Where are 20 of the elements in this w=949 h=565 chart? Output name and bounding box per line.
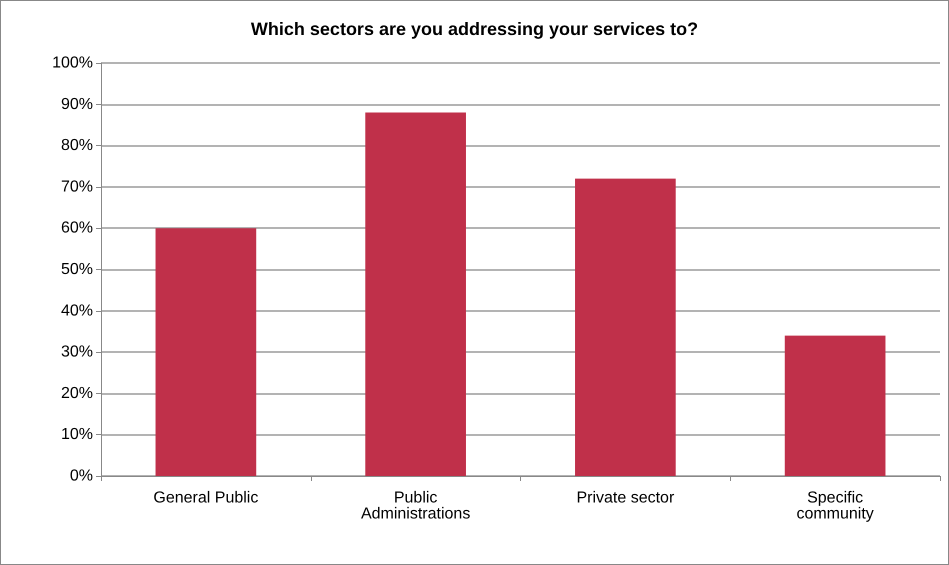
x-tick-label: Public Administrations: [360, 490, 470, 522]
x-tick-label: Private sector: [576, 490, 675, 506]
x-tick-label: Specific community: [796, 490, 874, 522]
y-tick-label: 50%: [60, 261, 93, 278]
bar: [156, 228, 256, 476]
y-tick-label: 60%: [60, 220, 93, 237]
bar: [784, 336, 886, 476]
y-tick-label: 10%: [60, 426, 93, 444]
x-tick-label: General Public: [153, 490, 258, 506]
y-tick-label: 30%: [60, 344, 93, 361]
bar: [365, 112, 466, 476]
y-tick-label: 100%: [52, 54, 93, 72]
y-tick-label: 80%: [60, 137, 93, 154]
y-tick-label: 70%: [60, 178, 93, 196]
y-tick-label: 0%: [70, 468, 93, 484]
bar: [575, 178, 676, 476]
chart-title: Which sectors are you addressing your services to?: [250, 19, 698, 39]
y-tick-label: 20%: [60, 384, 93, 402]
y-tick-label: 40%: [60, 302, 93, 320]
y-tick-label: 90%: [60, 96, 93, 113]
